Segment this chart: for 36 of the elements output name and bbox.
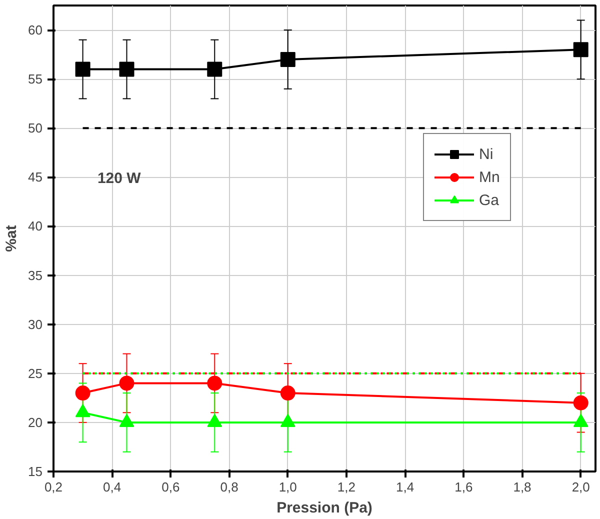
x-tick-label: 0,6 <box>162 480 180 494</box>
point <box>119 62 134 77</box>
y-tick-label: 40 <box>28 218 43 234</box>
y-tick-label: 35 <box>28 268 43 283</box>
point <box>280 414 296 427</box>
x-axis-title: Pression (Pa) <box>276 500 372 516</box>
y-tick-label: 50 <box>28 120 43 136</box>
x-tick-label: 0,4 <box>103 480 122 494</box>
x-tick-label: 0,8 <box>220 480 238 494</box>
x-tick-label: 1,0 <box>278 480 297 494</box>
y-tick-label: 45 <box>28 170 43 185</box>
y-tick-label: 55 <box>28 72 43 87</box>
point <box>573 42 588 58</box>
annotation: 120 W <box>97 170 142 187</box>
x-tick-label: 1,4 <box>396 480 414 494</box>
x-tick-label: 1,6 <box>454 480 473 494</box>
y-tick-label: 20 <box>28 414 43 430</box>
point <box>573 414 588 427</box>
point <box>119 414 134 427</box>
x-tick-label: 1,8 <box>513 480 532 494</box>
x-tick-label: 0,2 <box>44 480 63 494</box>
point <box>75 404 90 418</box>
y-tick-label: 15 <box>28 464 43 479</box>
x-tick-label: 1,2 <box>337 480 356 494</box>
legend-label: Mn <box>479 168 500 186</box>
y-tick-label: 30 <box>28 316 43 332</box>
point <box>280 52 296 67</box>
point <box>207 62 222 77</box>
point <box>75 62 90 77</box>
point <box>207 414 222 427</box>
y-axis-title: %at <box>3 225 20 252</box>
y-tick-label: 60 <box>28 22 43 38</box>
legend-label: Ga <box>479 192 500 208</box>
y-tick-label: 25 <box>28 366 43 381</box>
legend-label: Ni <box>479 146 494 162</box>
x-tick-label: 2,0 <box>572 480 590 494</box>
